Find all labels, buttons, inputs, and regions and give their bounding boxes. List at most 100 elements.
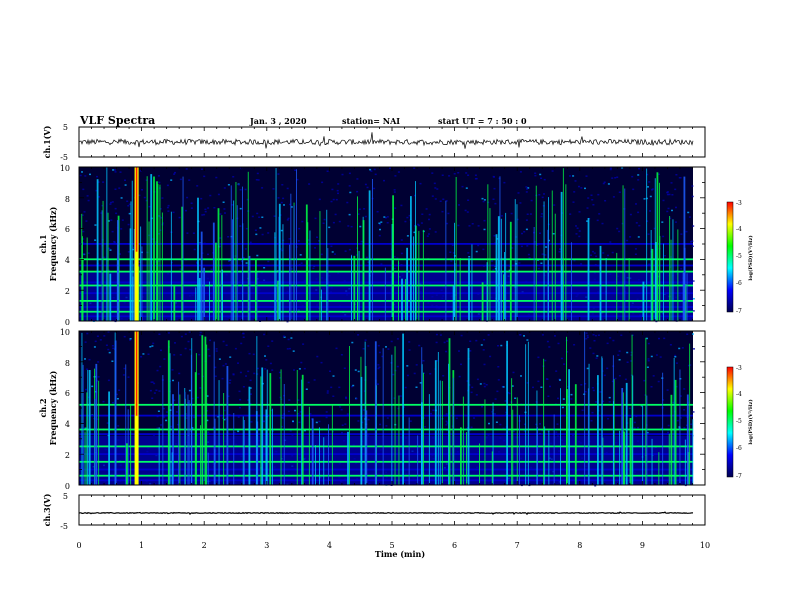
spectrogram-spheric [642,406,644,485]
spectrogram-cell [351,341,354,344]
spectrogram-cell [483,382,486,385]
spectrogram-spheric [269,373,272,485]
spectrogram-cell [540,262,543,264]
spectrogram-cell [286,187,289,190]
spectrogram-cell [516,218,519,221]
spectrogram-cell [165,411,168,413]
ch2-freq-tick-10: 10 [60,328,70,337]
spectrogram-cell [643,198,646,200]
spectrogram-cell [191,427,194,429]
spectrogram-cell [475,394,478,396]
spectrogram-cell [663,337,666,340]
spectrogram-cell [659,356,662,358]
spectrogram-cell [184,333,187,335]
spectrogram-cell [483,385,486,388]
spectrogram-cell [631,175,634,178]
spectrogram-spheric [686,394,689,485]
spectrogram-spheric [214,418,216,485]
spectrogram-cell [396,257,399,260]
spectrogram-spheric [537,427,538,485]
spectrogram-cell [539,423,541,425]
time-axis-tick-labels: 0 1 2 3 4 5 6 7 8 9 10 [76,541,710,550]
spectrogram-cell [483,199,486,201]
spectrogram-spheric [331,404,333,485]
spectrogram-spheric [448,338,451,485]
ch1-freq-tick-6: 6 [65,225,70,234]
spectrogram-cell [591,387,594,389]
spectrogram-cell [587,197,590,199]
spectrogram-spheric [584,331,586,485]
spectrogram-spheric [94,398,96,485]
spectrogram-cell [172,379,174,382]
spectrogram-spheric [311,418,314,485]
spectrogram-cell [445,413,448,415]
spectrogram-cell [303,429,306,432]
spectrogram-cell [377,367,380,370]
spectrogram-spheric [613,401,614,485]
spectrogram-cell [167,210,170,212]
spectrogram-cell [303,367,306,370]
spectrogram-spheric [132,276,134,321]
spectrogram-cell [81,214,84,216]
spectrogram-cell [545,246,548,248]
spectrogram-cell [618,375,621,377]
spectrogram-spheric [280,369,282,485]
spectrogram-cell [332,375,335,377]
spectrogram-spheric [181,206,184,321]
spectrogram-cell [320,361,323,364]
spectrogram-cell [239,398,242,401]
spectrogram-cell [170,261,173,264]
spectrogram-cell [592,352,595,355]
spectrogram-cell [394,207,397,209]
spectrogram-cell [428,213,431,216]
spectrogram-spheric [553,414,555,485]
spectrogram-cell [624,378,627,381]
spectrogram-cell [242,336,245,338]
spectrogram-cell [607,418,609,420]
spectrogram-cell [341,424,344,426]
spectrogram-cell [147,353,150,355]
spectrogram-cell [408,349,411,351]
spectrogram-cell [687,211,690,214]
spectrogram-cell [532,386,534,389]
spectrogram-cell [255,179,258,181]
spectrogram-cell [307,381,310,384]
spectrogram-cell [683,388,686,390]
spectrogram-cell [392,373,395,376]
spectrogram-cell [534,241,537,243]
spectrogram-cell [227,184,230,186]
spectrogram-spheric [212,222,215,321]
spectrogram-cell [692,310,695,312]
spectrogram-cell [512,371,515,374]
spectrogram-cell [548,346,551,348]
spectrogram-spheric [301,374,304,485]
spectrogram-cell [281,249,284,252]
spectrogram-cell [593,340,596,342]
spectrogram-spheric [560,388,561,485]
ch2-spectrogram-image [79,331,695,487]
spectrogram-cell [667,207,670,210]
spectrogram-spheric [547,229,549,321]
spectrogram-cell [174,342,176,344]
spectrogram-cell [467,174,470,176]
spectrogram-spheric [692,419,694,485]
spectrogram-cell [442,198,445,200]
spectrogram-cell [427,233,430,235]
spectrogram-spheric [535,185,537,321]
spectrogram-cell [580,263,583,265]
spectrogram-spheric [364,341,366,485]
spectrogram-spheric [398,395,400,485]
spectrogram-cell [511,385,514,387]
spectrogram-cell [100,212,103,214]
spectrogram-cell [186,232,189,234]
spectrogram-cell [497,379,500,381]
spectrogram-cell [132,248,135,251]
spectrogram-line [79,258,693,261]
spectrogram-cell [446,340,449,342]
ch1-trace [78,132,694,149]
spectrogram-cell [379,228,381,231]
spectrogram-spheric [505,212,507,321]
spectrogram-cell [418,224,420,227]
spectrogram-spheric [628,258,630,321]
spectrogram-cell [294,169,297,171]
